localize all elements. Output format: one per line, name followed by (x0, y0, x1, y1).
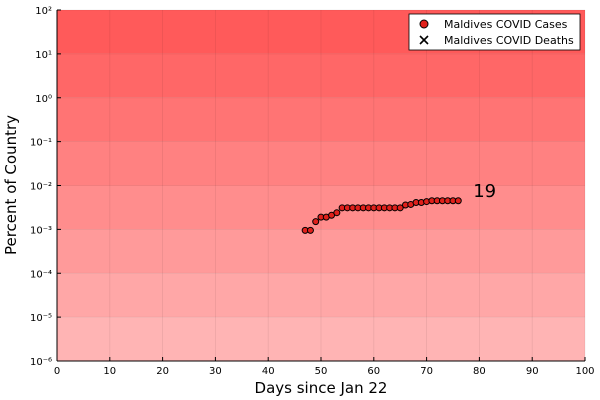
data-point (396, 204, 404, 212)
legend-cases-marker (419, 19, 429, 29)
data-point (312, 218, 320, 226)
y-tick-label: 10⁻⁵ (30, 313, 52, 324)
data-point (333, 209, 341, 217)
y-tick-label: 10² (35, 6, 52, 17)
legend-cases-label: Maldives COVID Cases (444, 18, 568, 31)
background-band (57, 185, 585, 230)
y-tick-label: 10⁻² (30, 182, 52, 193)
background-band (57, 141, 585, 186)
y-tick-label: 10¹ (35, 50, 52, 61)
data-point (306, 226, 314, 234)
y-tick-label: 10⁰ (35, 94, 52, 105)
y-tick-label: 10⁻¹ (30, 138, 52, 149)
x-tick-label: 90 (526, 366, 539, 377)
legend-deaths-marker (419, 35, 429, 45)
background-bands (57, 10, 585, 361)
y-tick-label: 10⁻³ (30, 225, 52, 236)
x-tick-label: 20 (156, 366, 169, 377)
annotation-label: 19 (473, 181, 496, 202)
legend: Maldives COVID Cases Maldives COVID Deat… (408, 13, 581, 51)
background-band (57, 97, 585, 142)
background-band (57, 229, 585, 274)
background-band (57, 273, 585, 318)
x-axis-label: Days since Jan 22 (255, 379, 388, 397)
annotations: 19 (473, 181, 496, 202)
legend-deaths-label: Maldives COVID Deaths (444, 34, 574, 47)
y-tick-label: 10⁻⁶ (30, 357, 52, 368)
x-tick-label: 30 (209, 366, 222, 377)
x-tick-label: 50 (315, 366, 328, 377)
x-axis-ticks: 0 10 20 30 40 50 60 70 80 90 100 (54, 357, 595, 377)
y-axis-label: Percent of Country (2, 115, 20, 255)
background-band (57, 53, 585, 98)
x-tick-label: 100 (575, 366, 594, 377)
cases-series (301, 197, 462, 234)
y-tick-label: 10⁻⁴ (30, 269, 52, 280)
x-tick-label: 0 (54, 366, 60, 377)
y-axis-ticks: 10⁻⁶ 10⁻⁵ 10⁻⁴ 10⁻³ 10⁻² 10⁻¹ 10⁰ 10¹ 10² (30, 6, 61, 368)
x-tick-label: 80 (473, 366, 486, 377)
data-point (454, 197, 462, 205)
x-tick-label: 70 (420, 366, 433, 377)
legend-box (408, 13, 581, 51)
x-tick-label: 40 (262, 366, 275, 377)
x-tick-label: 60 (367, 366, 380, 377)
background-band (57, 317, 585, 361)
x-tick-label: 10 (103, 366, 116, 377)
